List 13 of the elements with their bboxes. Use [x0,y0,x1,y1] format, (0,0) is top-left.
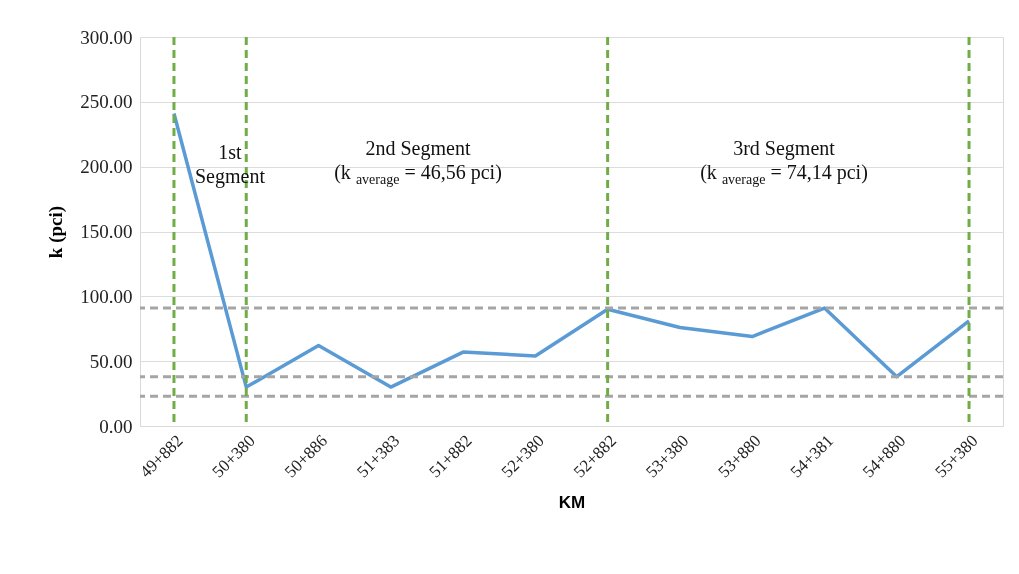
annotation: 1st Segment [195,140,265,188]
y-tick-label: 300.00 [80,26,133,48]
y-tick-label: 250.00 [80,91,133,113]
y-tick-label: 200.00 [80,156,133,178]
annotation: 3rd Segment (k $_{average}$ = 74,14 pci) [700,136,868,189]
y-tick-label: 0.00 [99,415,133,437]
annotation: 2nd Segment (k $_{average}$ = 46,56 pci) [334,136,502,189]
y-tick-label: 150.00 [80,221,133,242]
y-tick-label: 100.00 [80,285,133,307]
y-axis-title: k (pci) [45,205,68,259]
x-axis-title: KM [558,492,586,512]
line-series [172,111,971,389]
y-tick-label: 50.00 [89,350,133,372]
